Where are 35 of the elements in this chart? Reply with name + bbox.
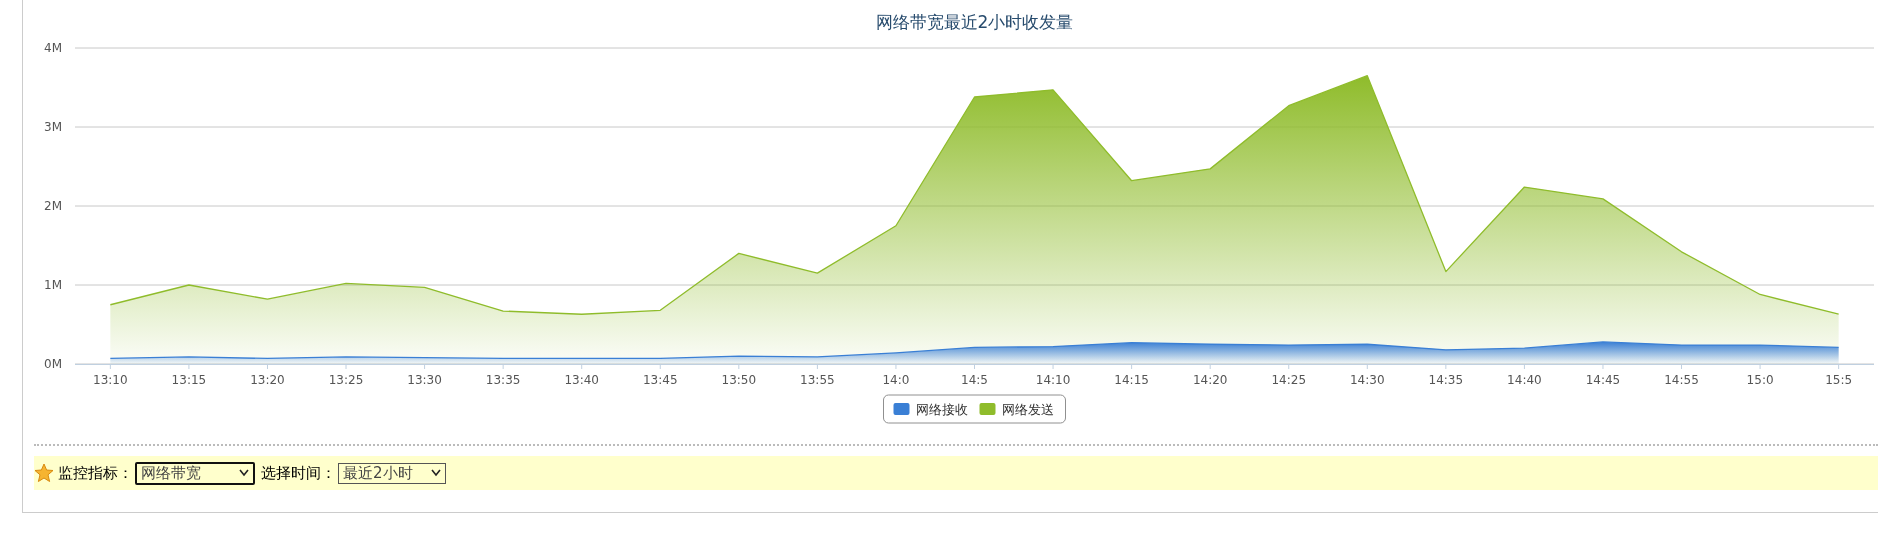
x-tick-label: 13:30 bbox=[407, 373, 442, 387]
x-tick-label: 14:0 bbox=[882, 373, 910, 387]
y-tick-label: 2M bbox=[44, 199, 62, 213]
text: 监控指标： bbox=[58, 463, 133, 483]
legend-label: 网络接收 bbox=[915, 402, 968, 417]
y-tick-label: 4M bbox=[44, 41, 62, 55]
text: 最近2小时 bbox=[343, 463, 413, 483]
x-tick-label: 14:10 bbox=[1035, 373, 1071, 387]
legend-label: 网络发送 bbox=[1001, 402, 1054, 417]
x-tick-label: 14:40 bbox=[1507, 373, 1542, 387]
x-tick-label: 14:15 bbox=[1114, 373, 1149, 387]
x-tick-label: 14:35 bbox=[1428, 373, 1464, 387]
x-tick-label: 13:55 bbox=[800, 373, 835, 387]
x-tick-label: 14:20 bbox=[1192, 373, 1228, 387]
y-tick-label: 0M bbox=[44, 357, 62, 371]
y-tick-label: 1M bbox=[44, 278, 62, 292]
x-tick-label: 13:40 bbox=[564, 373, 599, 387]
x-tick-label: 13:15 bbox=[171, 373, 207, 387]
x-tick-label: 14:25 bbox=[1271, 373, 1307, 387]
x-tick-label: 15:0 bbox=[1746, 373, 1774, 387]
x-tick-label: 13:50 bbox=[721, 373, 757, 387]
x-tick-label: 15:5 bbox=[1825, 373, 1853, 387]
x-tick-label: 13:20 bbox=[250, 373, 285, 387]
x-tick-label: 13:45 bbox=[642, 373, 678, 387]
x-tick-label: 13:35 bbox=[485, 373, 521, 387]
x-tick-label: 14:55 bbox=[1664, 373, 1699, 387]
chart-title: 网络带宽最近2小时收发量 bbox=[875, 12, 1074, 32]
x-tick-label: 14:5 bbox=[961, 373, 988, 387]
x-tick-label: 13:10 bbox=[93, 373, 128, 387]
x-tick-label: 13:25 bbox=[328, 373, 364, 387]
x-tick-label: 14:45 bbox=[1585, 373, 1621, 387]
y-tick-label: 3M bbox=[44, 120, 62, 134]
x-tick-label: 14:30 bbox=[1350, 373, 1385, 387]
text: 网络带宽 bbox=[141, 463, 201, 483]
text: 选择时间： bbox=[261, 463, 336, 483]
